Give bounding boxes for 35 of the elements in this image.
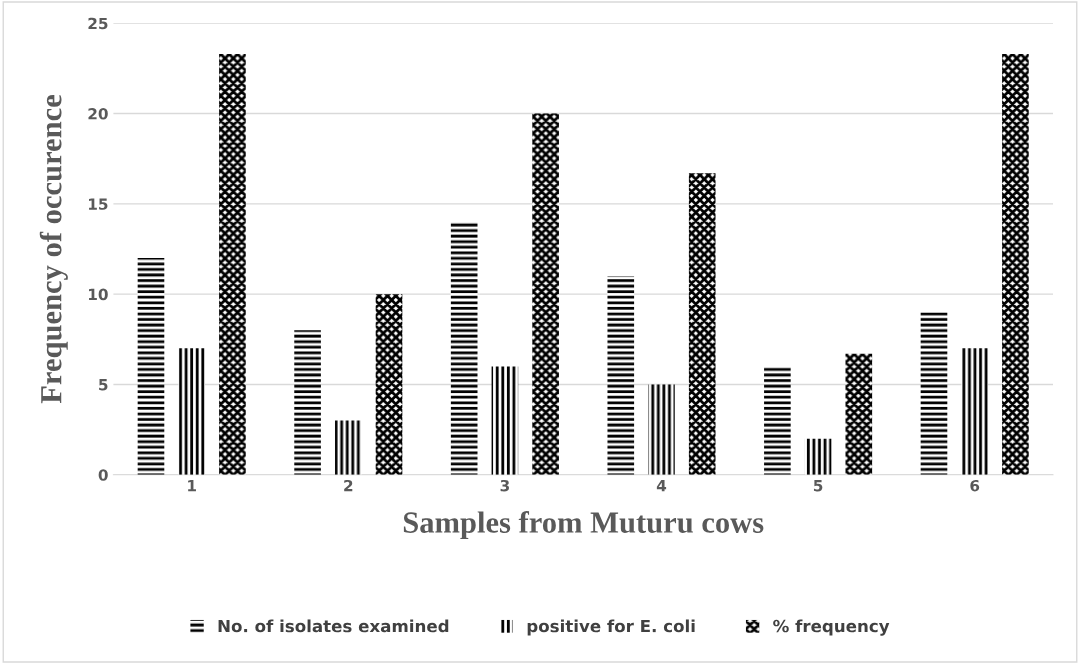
bar — [532, 113, 559, 475]
legend-label: % frequency — [773, 619, 890, 636]
y-tick-label: 5 — [99, 379, 108, 391]
bar — [961, 348, 989, 475]
y-tick-label: 0 — [98, 469, 108, 481]
bar — [1002, 53, 1029, 475]
y-axis-title: Frequency of occurence — [39, 95, 68, 404]
bar — [375, 294, 403, 475]
bar — [804, 438, 832, 475]
bar — [764, 366, 791, 475]
x-tick-label: 2 — [344, 479, 353, 492]
y-tick-label: 25 — [88, 17, 108, 30]
x-tick-label: 6 — [970, 479, 980, 492]
y-tick-label: 20 — [88, 108, 108, 120]
bar — [491, 366, 519, 475]
x-tick-label: 5 — [813, 480, 823, 492]
bar — [688, 173, 716, 475]
legend-label: positive for E. coli — [527, 619, 695, 636]
bar — [845, 353, 873, 475]
x-tick-label: 1 — [188, 480, 196, 492]
bar — [178, 348, 206, 475]
bar — [450, 221, 478, 475]
y-tick-label: 15 — [89, 198, 108, 210]
y-tick-label: 10 — [89, 288, 108, 301]
bar — [219, 53, 246, 475]
x-tick-label: 4 — [656, 480, 667, 492]
bar — [648, 384, 675, 475]
bar — [294, 330, 321, 475]
bar — [334, 420, 362, 475]
bar — [920, 312, 948, 475]
bar — [137, 258, 165, 475]
x-tick-label: 3 — [500, 479, 509, 492]
x-axis-title: Samples from Muturu cows — [403, 511, 764, 540]
bar — [607, 276, 635, 475]
legend-label: No. of isolates examined — [218, 619, 449, 633]
